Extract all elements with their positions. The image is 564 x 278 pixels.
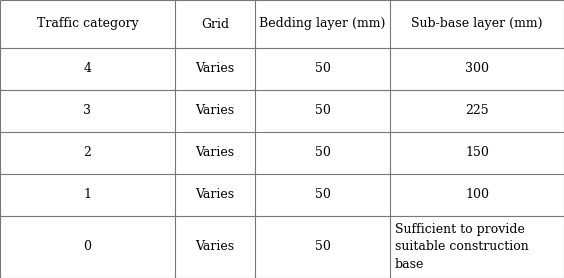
Text: 0: 0 <box>83 240 91 254</box>
Text: 50: 50 <box>315 63 331 76</box>
Text: Varies: Varies <box>196 188 235 202</box>
Text: Grid: Grid <box>201 18 229 31</box>
Text: Sufficient to provide
suitable construction
base: Sufficient to provide suitable construct… <box>395 222 529 272</box>
Text: 4: 4 <box>83 63 91 76</box>
Text: Bedding layer (mm): Bedding layer (mm) <box>259 18 386 31</box>
Text: 50: 50 <box>315 147 331 160</box>
Text: 50: 50 <box>315 188 331 202</box>
Text: 225: 225 <box>465 105 489 118</box>
Text: 50: 50 <box>315 105 331 118</box>
Text: 1: 1 <box>83 188 91 202</box>
Text: 50: 50 <box>315 240 331 254</box>
Text: 2: 2 <box>83 147 91 160</box>
Text: Traffic category: Traffic category <box>37 18 138 31</box>
Text: Sub-base layer (mm): Sub-base layer (mm) <box>411 18 543 31</box>
Text: 3: 3 <box>83 105 91 118</box>
Text: Varies: Varies <box>196 63 235 76</box>
Text: Varies: Varies <box>196 105 235 118</box>
Text: 100: 100 <box>465 188 489 202</box>
Text: 300: 300 <box>465 63 489 76</box>
Text: 150: 150 <box>465 147 489 160</box>
Text: Varies: Varies <box>196 240 235 254</box>
Text: Varies: Varies <box>196 147 235 160</box>
